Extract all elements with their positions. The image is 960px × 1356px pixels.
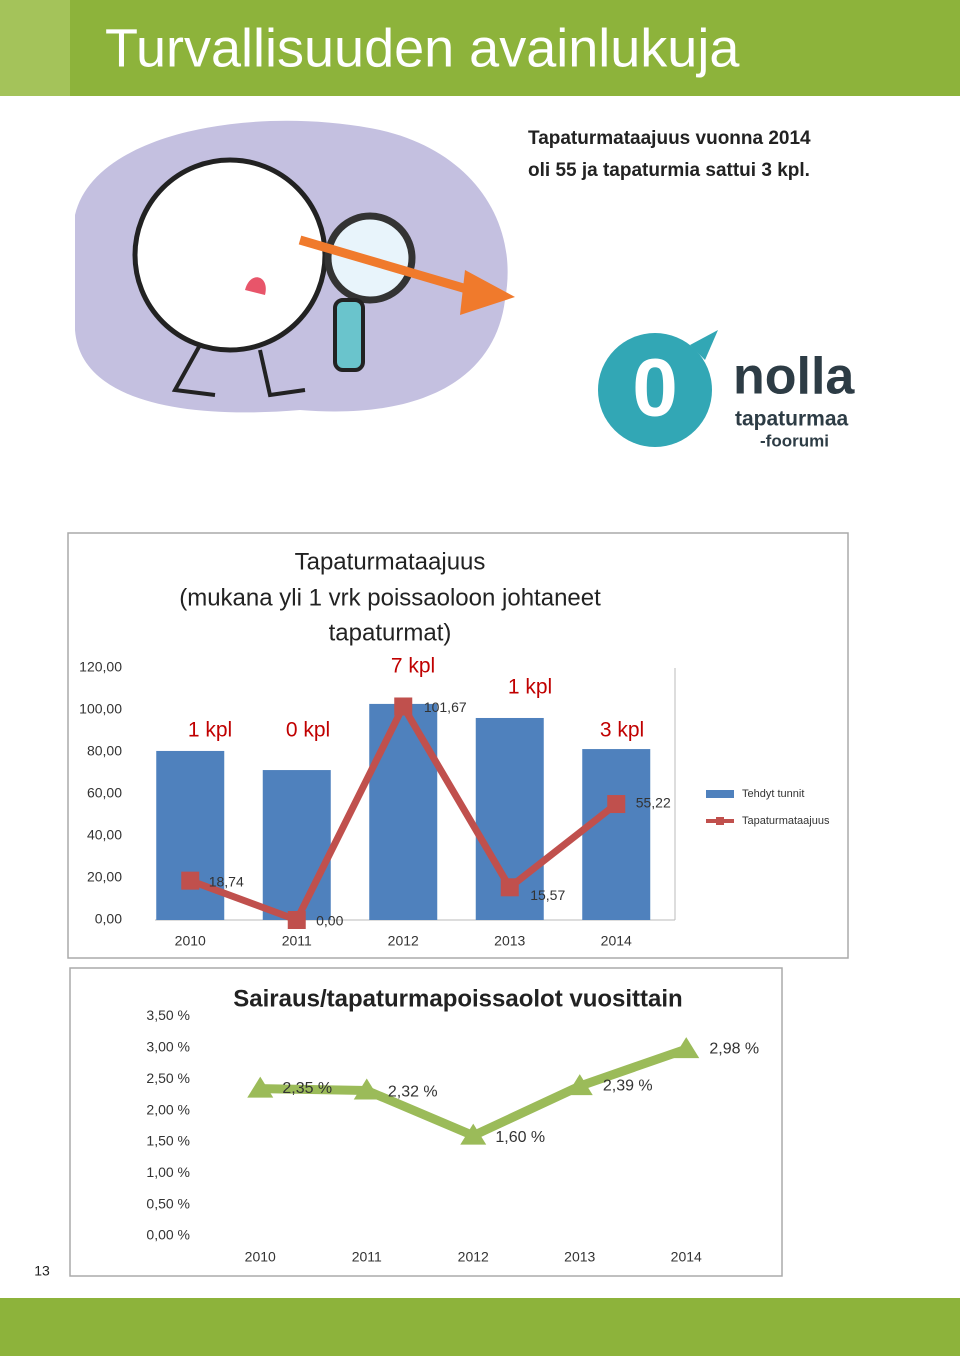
line-marker [394, 697, 413, 716]
y-tick-label: 2,00 % [146, 1101, 190, 1117]
line-marker [500, 878, 519, 897]
intro-line: oli 55 ja tapaturmia sattui 3 kpl. [528, 160, 810, 181]
data-label: 2,35 % [282, 1080, 332, 1097]
bar [582, 749, 651, 920]
y-tick-label: 3,50 % [146, 1007, 190, 1023]
chart-frame [69, 967, 783, 1277]
y-tick-label: 0,00 [95, 911, 122, 927]
page-title: Turvallisuuden avainlukuja [105, 18, 740, 78]
x-tick-label: 2012 [458, 1249, 489, 1265]
line-marker [673, 1037, 700, 1059]
y-tick-label: 100,00 [79, 701, 122, 717]
data-label: 55,22 [636, 795, 671, 811]
y-tick-label: 1,50 % [146, 1133, 190, 1149]
y-tick-label: 40,00 [87, 827, 122, 843]
data-label: 18,74 [209, 873, 244, 889]
data-label: 0,00 [316, 913, 343, 929]
cartoon [75, 120, 515, 413]
annotation: 1 kpl [508, 676, 552, 699]
data-label: 2,39 % [603, 1077, 653, 1094]
data-label: 1,60 % [495, 1129, 545, 1146]
bar [262, 770, 331, 920]
chart-title: Sairaus/tapaturmapoissaolot vuosittain [233, 985, 682, 1012]
x-tick-label: 2010 [245, 1249, 276, 1265]
y-tick-label: 0,00 % [146, 1227, 190, 1243]
y-tick-label: 80,00 [87, 743, 122, 759]
legend-label: Tehdyt tunnit [742, 788, 804, 800]
x-tick-label: 2014 [601, 933, 632, 949]
y-tick-label: 2,50 % [146, 1070, 190, 1086]
line-marker [607, 795, 626, 814]
annotation: 7 kpl [391, 655, 435, 678]
legend-label: Tapaturmataajuus [742, 815, 830, 827]
y-tick-label: 20,00 [87, 869, 122, 885]
chart-title: tapaturmat) [329, 619, 452, 646]
page-number: 13 [34, 1263, 50, 1279]
x-tick-label: 2010 [175, 933, 206, 949]
line-marker [247, 1076, 274, 1098]
line-marker [353, 1078, 380, 1100]
line-marker [181, 871, 200, 890]
y-tick-label: 1,00 % [146, 1164, 190, 1180]
logo-name: nolla [733, 348, 855, 406]
x-tick-label: 2013 [564, 1249, 595, 1265]
annotation: 0 kpl [286, 719, 330, 742]
annotation: 3 kpl [600, 719, 644, 742]
x-tick-label: 2011 [352, 1249, 382, 1265]
data-label: 2,32 % [388, 1084, 438, 1101]
legend-swatch [706, 790, 734, 798]
y-tick-label: 60,00 [87, 785, 122, 801]
x-tick-label: 2011 [282, 933, 312, 949]
line-marker [460, 1123, 487, 1145]
annotation: 1 kpl [188, 719, 232, 742]
logo-line: tapaturmaa [735, 408, 849, 431]
chart-title: Tapaturmataajuus [295, 548, 486, 575]
footer-bar [0, 1298, 960, 1356]
y-tick-label: 120,00 [79, 659, 122, 675]
x-tick-label: 2013 [494, 933, 525, 949]
header-bar [0, 0, 960, 96]
logo-line: -foorumi [760, 431, 829, 450]
logo: 0 nolla tapaturmaa -foorumi [598, 330, 855, 450]
data-label: 15,57 [530, 887, 565, 903]
bar [369, 703, 438, 920]
legend-swatch [716, 817, 724, 825]
line-marker [287, 911, 306, 929]
data-label: 2,98 % [709, 1040, 759, 1057]
line-marker [566, 1074, 593, 1096]
intro-line: Tapaturmataajuus vuonna 2014 [528, 128, 811, 149]
x-tick-label: 2014 [671, 1249, 702, 1265]
header-accent [0, 0, 70, 96]
y-tick-label: 3,00 % [146, 1039, 190, 1055]
bar [156, 750, 225, 920]
data-label: 101,67 [424, 699, 467, 715]
chart-title: (mukana yli 1 vrk poissaoloon johtaneet [179, 584, 601, 611]
y-tick-label: 0,50 % [146, 1195, 190, 1211]
logo-mark: 0 [632, 343, 678, 434]
x-tick-label: 2012 [388, 933, 419, 949]
